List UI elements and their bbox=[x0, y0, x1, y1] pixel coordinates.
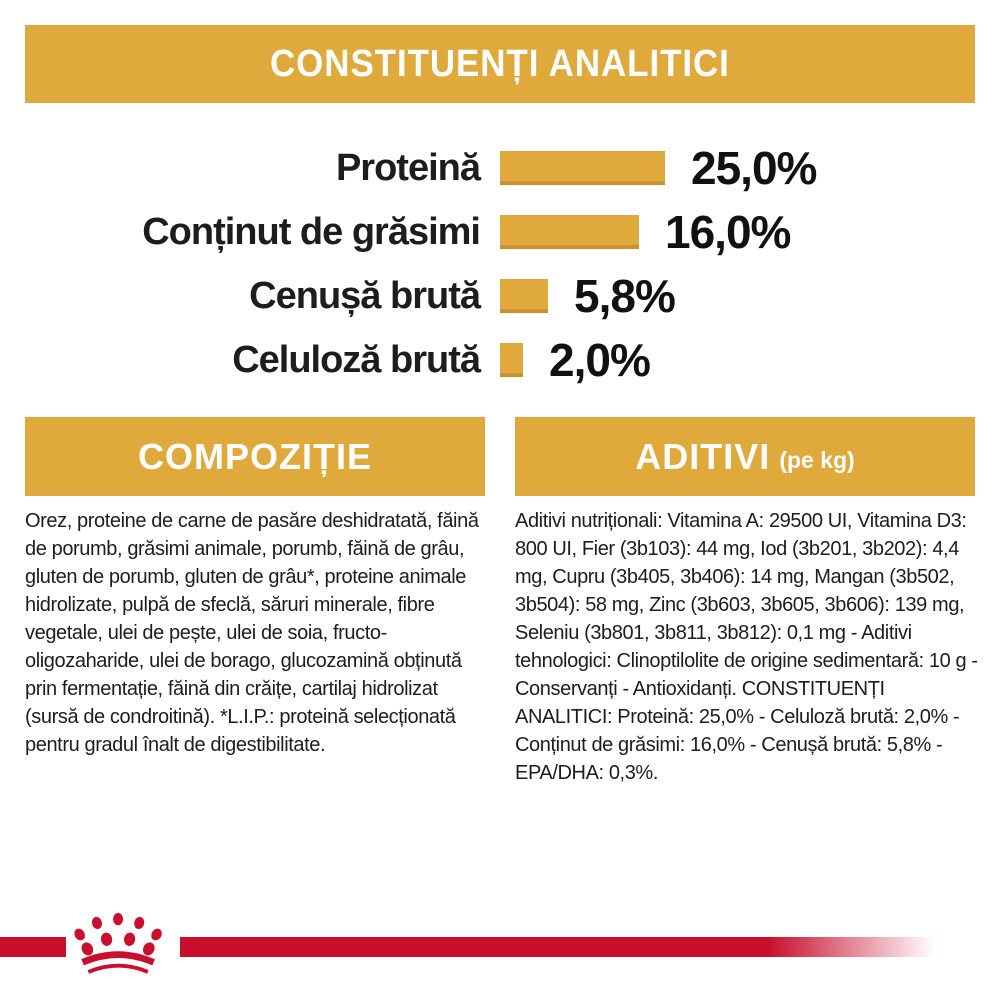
additives-heading: ADITIVI bbox=[635, 435, 771, 477]
chart-row-fat: Conținut de grăsimi 16,0% bbox=[25, 200, 975, 264]
chart-row-protein: Proteină 25,0% bbox=[25, 136, 975, 200]
chart-row-value: 16,0% bbox=[665, 206, 791, 258]
composition-heading: COMPOZIȚIE bbox=[138, 435, 372, 477]
chart-row-value: 25,0% bbox=[691, 142, 817, 194]
footer-red-stripe-left bbox=[0, 937, 66, 957]
banner-title: CONSTITUENȚI ANALITICI bbox=[270, 42, 730, 85]
chart-row-fibre: Celuloză brută 2,0% bbox=[25, 328, 975, 392]
additives-body: Aditivi nutriționali: Vitamina A: 29500 … bbox=[515, 510, 978, 784]
chart-row-value: 2,0% bbox=[549, 334, 651, 386]
chart-bar bbox=[500, 151, 665, 185]
chart-row-value: 5,8% bbox=[574, 270, 676, 322]
chart-row-ash: Cenușă brută 5,8% bbox=[25, 264, 975, 328]
chart-bar bbox=[500, 279, 548, 313]
constituents-bar-chart: Proteină 25,0% Conținut de grăsimi 16,0%… bbox=[25, 136, 975, 392]
chart-row-label: Celuloză brută bbox=[232, 338, 481, 381]
footer-red-stripe-right bbox=[180, 937, 935, 957]
analytical-constituents-banner: CONSTITUENȚI ANALITICI bbox=[25, 25, 975, 103]
royal-canin-crown-paw-icon bbox=[74, 912, 162, 974]
chart-bar bbox=[500, 343, 523, 377]
chart-row-label: Conținut de grăsimi bbox=[142, 210, 481, 253]
composition-header: COMPOZIȚIE bbox=[25, 417, 485, 496]
additives-heading-suffix: (pe kg) bbox=[779, 447, 855, 473]
chart-row-label: Proteină bbox=[335, 146, 481, 189]
composition-body: Orez, proteine de carne de pasăre deshid… bbox=[25, 510, 479, 756]
additives-header: ADITIVI (pe kg) bbox=[515, 417, 975, 496]
chart-bar bbox=[500, 215, 639, 249]
chart-row-label: Cenușă brută bbox=[249, 274, 481, 317]
